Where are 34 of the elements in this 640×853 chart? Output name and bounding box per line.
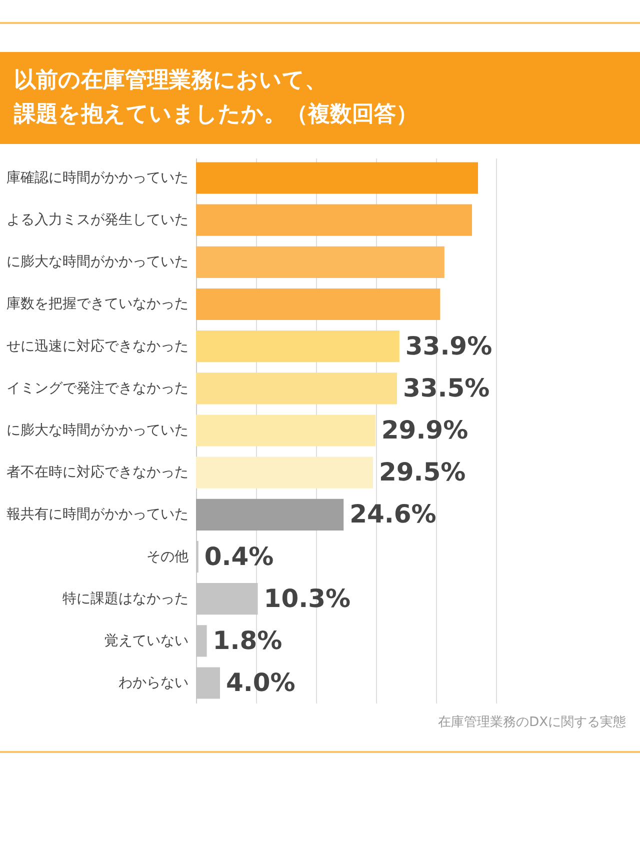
data-label: 10.3% bbox=[264, 584, 351, 613]
text: 在庫管理業務のDXに関する実態 bbox=[437, 714, 626, 731]
y-tick-label: に膨大な時間がかかっていた bbox=[6, 254, 188, 270]
bar bbox=[196, 330, 400, 362]
data-label: 33.5% bbox=[403, 373, 490, 402]
data-label: 4.0% bbox=[226, 668, 296, 698]
y-tick-label: よる入力ミスが発生していた bbox=[6, 212, 188, 228]
y-tick-label: 庫数を把握できていなかった bbox=[6, 296, 188, 312]
y-tick-label: 覚えていない bbox=[104, 632, 188, 649]
y-tick-label: せに迅速に対応できなかった bbox=[6, 338, 188, 354]
data-label: 29.5% bbox=[379, 458, 466, 487]
bar bbox=[196, 204, 472, 236]
data-label: 1.8% bbox=[212, 626, 282, 655]
data-label: 33.9% bbox=[405, 331, 492, 360]
y-tick-label: 庫確認に時間がかかっていた bbox=[6, 170, 188, 186]
y-tick-label: に膨大な時間がかかっていた bbox=[6, 422, 188, 438]
bar bbox=[196, 162, 478, 194]
bar bbox=[196, 246, 444, 278]
y-tick-label: わからない bbox=[118, 675, 188, 692]
y-tick-label: その他 bbox=[146, 548, 188, 565]
y-tick-label: 報共有に時間がかかっていた bbox=[6, 506, 188, 523]
bar bbox=[196, 498, 344, 530]
bar bbox=[196, 372, 397, 404]
data-label: 0.4% bbox=[204, 542, 274, 571]
data-label: 24.6% bbox=[350, 500, 436, 529]
chart-subtitle: 課題を抱えていましたか。（複数回答） bbox=[14, 101, 419, 129]
bar bbox=[196, 456, 373, 488]
bar bbox=[196, 288, 440, 320]
y-tick-label: 特に課題はなかった bbox=[62, 590, 188, 607]
y-tick-label: 者不在時に対応できなかった bbox=[6, 464, 188, 481]
data-label: 29.9% bbox=[381, 416, 468, 444]
chart-title: 以前の在庫管理業務において、 bbox=[14, 66, 328, 95]
bar bbox=[196, 414, 376, 446]
y-tick-label: イミングで発注できなかった bbox=[6, 380, 188, 396]
